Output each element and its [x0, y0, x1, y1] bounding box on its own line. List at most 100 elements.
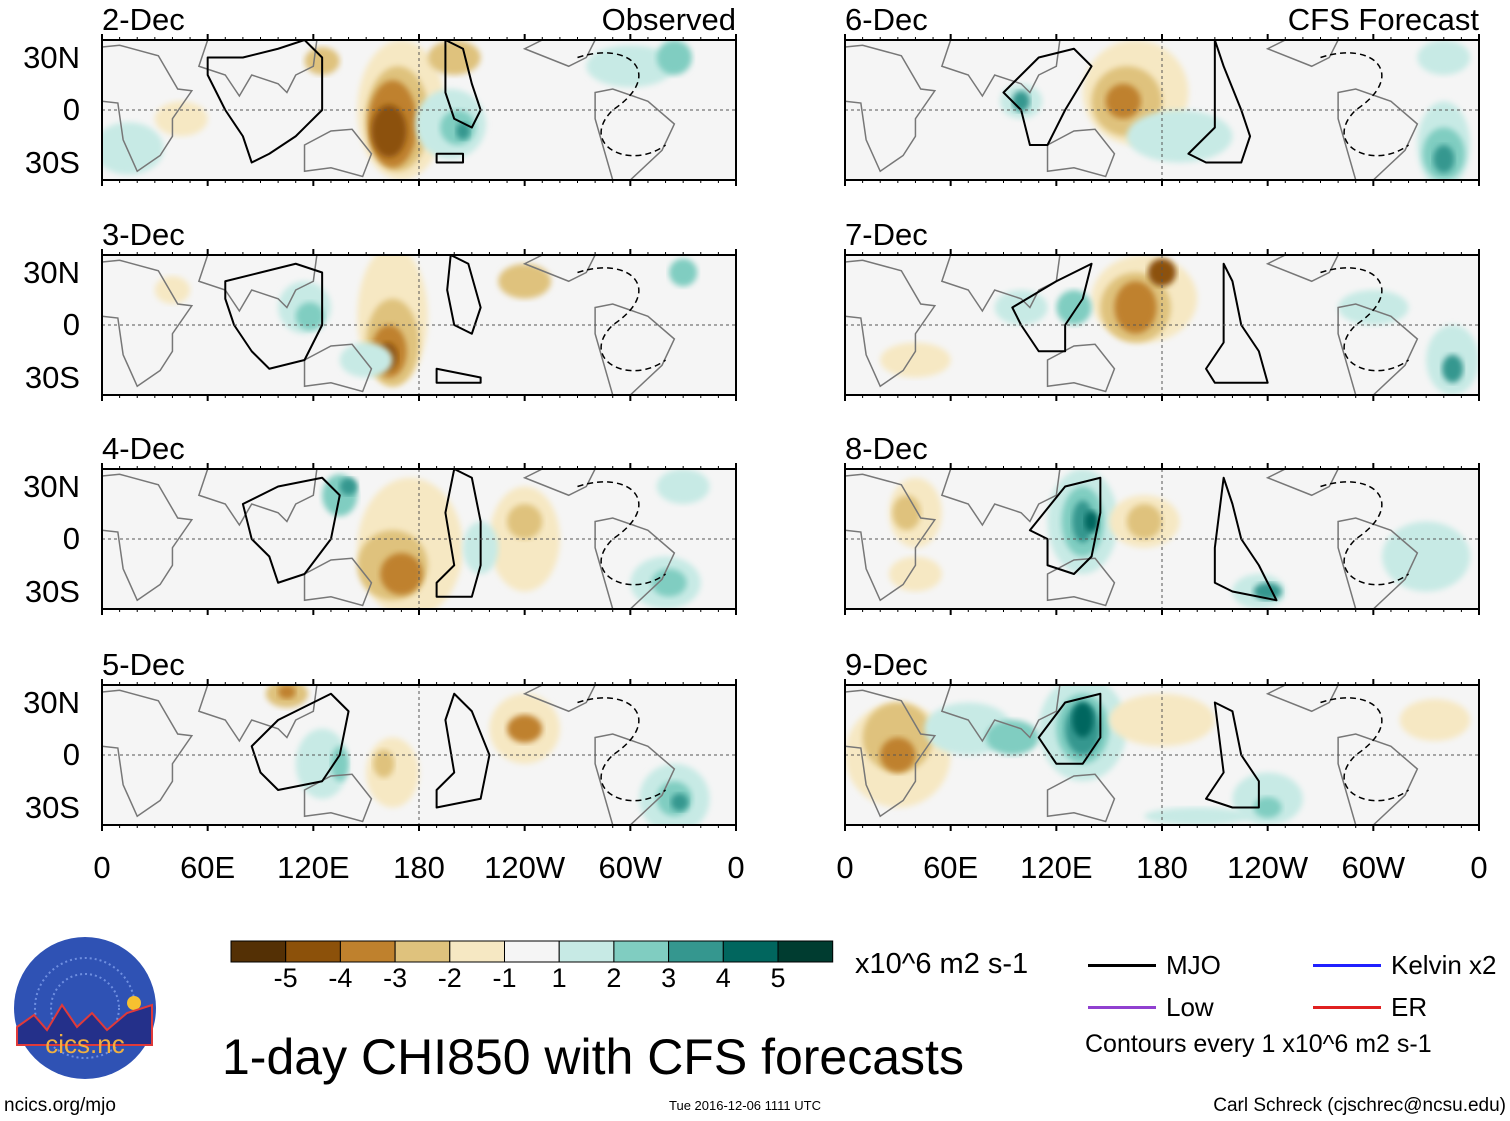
lon-tick-label: 60W: [598, 850, 663, 885]
figure-title: 1-day CHI850 with CFS forecasts: [222, 1029, 964, 1085]
negative-contour: [577, 52, 667, 157]
anomaly-region: [102, 122, 164, 175]
lon-tick-label: 120W: [484, 850, 566, 885]
footer-left[interactable]: ncics.org/mjo: [4, 1095, 116, 1116]
negative-contour: [577, 267, 667, 372]
mjo-contour: [446, 255, 482, 335]
legend-label: MJO: [1166, 950, 1221, 980]
anomaly-region: [1072, 702, 1094, 738]
colorbar-swatch: [613, 940, 670, 963]
anomaly-region: [1147, 258, 1177, 287]
mjo-contour: [444, 40, 482, 129]
coastline: [594, 517, 676, 609]
mjo-contour: [435, 692, 491, 809]
anomaly-region: [1338, 290, 1409, 325]
mjo-contour: [1011, 262, 1093, 353]
coastline: [845, 689, 937, 818]
coastline: [303, 128, 373, 178]
lon-tick-label: 120E: [277, 850, 350, 885]
colorbar-swatch: [722, 940, 779, 963]
mjo-contour: [1205, 701, 1260, 809]
anomaly-region: [295, 302, 324, 331]
lat-tick-label: 30S: [24, 144, 80, 180]
mjo-contour: [435, 152, 465, 164]
map-panel: [844, 679, 1480, 831]
map-panel: [844, 34, 1480, 186]
panel-date: 7-Dec: [845, 217, 928, 252]
coastline: [1337, 303, 1419, 395]
panel-date: 5-Dec: [102, 647, 185, 682]
anomaly-region: [892, 495, 921, 531]
map-panel: [101, 463, 737, 615]
coastline: [594, 88, 676, 180]
lon-tick-label: 60W: [1341, 850, 1406, 885]
legend-item: MJO: [1088, 950, 1221, 981]
coastline: [522, 469, 596, 497]
footer-author: Carl Schreck (cjschrec@ncsu.edu): [1213, 1095, 1506, 1116]
negative-contour: [577, 481, 667, 586]
mjo-contour: [1028, 476, 1102, 575]
lon-tick-label: 180: [1136, 850, 1188, 885]
colorbar-swatch: [230, 940, 287, 963]
anomaly-region: [994, 290, 1048, 325]
coastline: [1265, 40, 1339, 68]
anomaly-region: [455, 122, 471, 140]
coastline: [197, 40, 318, 98]
coastline: [303, 773, 373, 823]
mjo-contour: [1213, 476, 1278, 602]
colorbar-swatch: [394, 940, 451, 963]
colorbar-units: x10^6 m2 s-1: [855, 948, 1029, 980]
lat-tick-label: 30N: [23, 254, 80, 290]
lat-tick-label: 0: [62, 307, 80, 342]
legend-line: [1313, 1006, 1381, 1009]
colorbar-label: 3: [661, 963, 677, 993]
anomaly-region: [1105, 83, 1141, 119]
coastline: [1265, 685, 1339, 713]
anomaly-region: [1442, 354, 1464, 383]
anomaly-region: [1126, 110, 1233, 163]
anomaly-region: [656, 469, 710, 504]
colorbar: [230, 940, 834, 969]
anomaly-region: [889, 556, 942, 592]
negative-contour: [1320, 481, 1410, 586]
coastline: [522, 685, 596, 713]
anomaly-region: [339, 342, 393, 378]
column-title: CFS Forecast: [1287, 2, 1479, 37]
coastline: [1046, 128, 1116, 178]
colorbar-label: 2: [606, 963, 622, 993]
legend-label: Low: [1166, 992, 1214, 1022]
coastline: [1337, 733, 1419, 825]
anomaly-region: [586, 45, 675, 88]
mjo-contour: [206, 40, 324, 164]
anomaly-region: [507, 504, 543, 539]
coastline: [303, 343, 373, 393]
anomaly-region: [498, 263, 552, 299]
colorbar-swatch: [504, 940, 560, 963]
coastline: [197, 685, 318, 743]
panel-date: 4-Dec: [102, 431, 185, 466]
mjo-contour: [1002, 47, 1093, 146]
mjo-contour: [435, 367, 482, 384]
colorbar-swatch: [668, 940, 724, 963]
map-panel: [101, 34, 737, 186]
anomaly-region: [1433, 145, 1455, 173]
lon-tick-label: 0: [727, 850, 745, 885]
anomaly-region: [656, 40, 692, 75]
coastline: [197, 255, 318, 313]
legend-item: ER: [1313, 992, 1427, 1023]
anomaly-region: [295, 728, 349, 799]
mjo-contour: [435, 469, 482, 598]
anomaly-region: [651, 568, 687, 597]
lat-tick-label: 30S: [24, 789, 80, 825]
lon-tick-label: 0: [836, 850, 854, 885]
coastline: [940, 40, 1061, 98]
lon-tick-label: 0: [93, 850, 111, 885]
negative-contour: [1320, 52, 1410, 157]
mjo-contour: [241, 476, 341, 584]
colorbar-swatch: [558, 940, 615, 963]
colorbar-swatch: [339, 940, 396, 963]
anomaly-region: [1399, 699, 1471, 741]
anomaly-region: [366, 737, 420, 808]
lon-tick-label: 60E: [923, 850, 979, 885]
mjo-contour: [1187, 40, 1252, 164]
